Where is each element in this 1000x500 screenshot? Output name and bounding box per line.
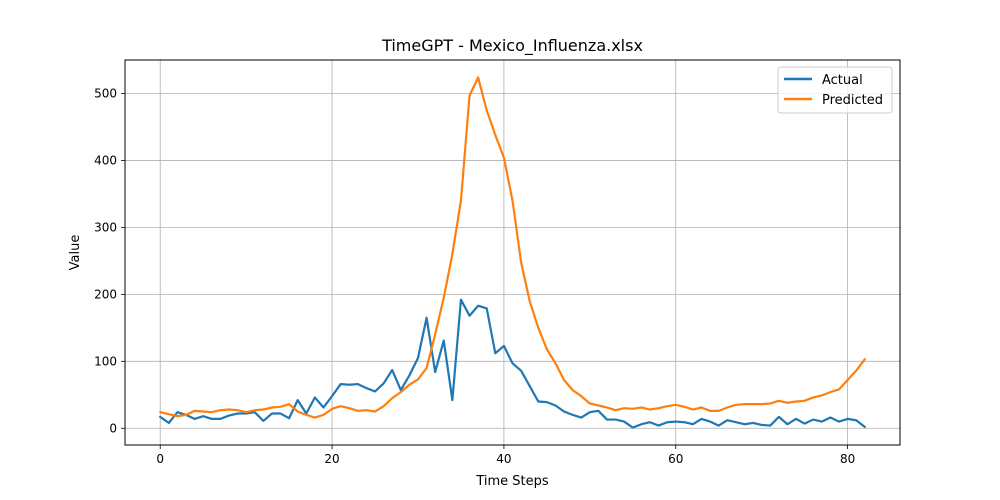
y-tick-label: 0 — [109, 421, 117, 435]
legend-label-actual: Actual — [822, 73, 863, 88]
y-axis-label: Value — [68, 235, 83, 271]
legend-label-predicted: Predicted — [822, 93, 883, 108]
y-tick-label: 500 — [94, 86, 117, 100]
grid-layer — [125, 60, 900, 445]
x-tick-label: 60 — [668, 452, 683, 466]
plot-frame — [124, 59, 901, 446]
legend: Actual Predicted — [777, 66, 893, 114]
x-tick-label: 0 — [156, 452, 164, 466]
y-tick-label: 100 — [94, 354, 117, 368]
series-line-actual — [159, 298, 866, 429]
chart-title: TimeGPT - Mexico_Influenza.xlsx — [381, 36, 643, 56]
x-tick-label: 80 — [840, 452, 855, 466]
series-layer — [159, 76, 866, 429]
tick-layer: 0 20 40 60 80 0 100 200 300 400 500 — [94, 86, 855, 466]
x-axis-label: Time Steps — [475, 474, 549, 489]
series-line-predicted — [159, 76, 866, 419]
y-tick-label: 400 — [94, 153, 117, 167]
y-tick-label: 300 — [94, 220, 117, 234]
x-tick-label: 40 — [496, 452, 511, 466]
y-tick-label: 200 — [94, 287, 117, 301]
x-tick-label: 20 — [324, 452, 339, 466]
